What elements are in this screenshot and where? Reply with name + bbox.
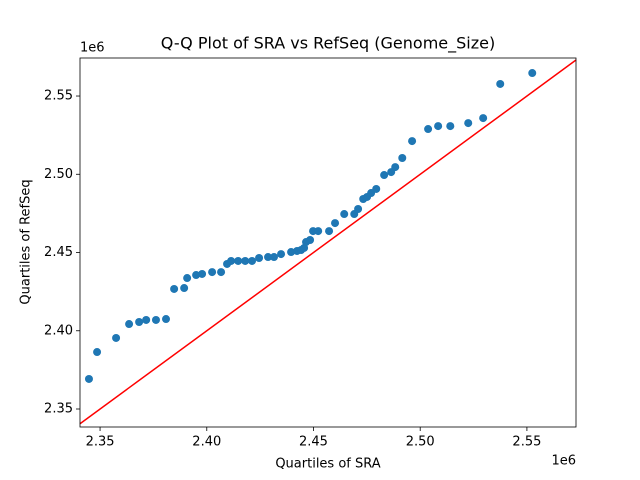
point: [162, 315, 171, 324]
y-offset-label: 1e6: [80, 41, 105, 56]
chart-title: Q-Q Plot of SRA vs RefSeq (Genome_Size): [161, 34, 495, 54]
point: [314, 227, 323, 236]
point: [464, 119, 473, 128]
point: [84, 374, 93, 383]
point: [270, 253, 279, 262]
point: [93, 348, 102, 357]
point: [264, 253, 273, 262]
point: [287, 248, 296, 257]
x-axis-label: Quartiles of SRA: [275, 457, 380, 472]
point: [255, 253, 264, 262]
point: [479, 114, 488, 123]
point: [408, 137, 417, 146]
point: [380, 171, 389, 180]
point: [234, 256, 243, 265]
point: [112, 333, 121, 342]
point: [398, 153, 407, 162]
point: [192, 271, 201, 280]
point: [306, 235, 315, 244]
point: [434, 122, 443, 131]
point: [217, 268, 226, 277]
reference-line: [79, 59, 577, 425]
x-tick-label: 2.50: [406, 435, 435, 450]
point: [183, 274, 192, 283]
point: [125, 320, 134, 329]
point: [248, 256, 257, 265]
y-axis-label: Quartiles of RefSeq: [19, 179, 34, 304]
point: [170, 284, 179, 293]
point: [277, 250, 286, 259]
point: [142, 315, 151, 324]
y-tick-label: 2.50: [44, 167, 73, 182]
y-tick-label: 2.35: [44, 402, 73, 417]
x-tick-label: 2.35: [86, 435, 115, 450]
point: [180, 284, 189, 293]
point: [424, 125, 433, 134]
y-tick-label: 2.45: [44, 245, 73, 260]
point: [241, 256, 250, 265]
point: [325, 227, 334, 236]
point: [340, 210, 349, 219]
plot-frame: [79, 57, 577, 428]
point: [528, 69, 537, 78]
x-tick-label: 2.55: [512, 435, 541, 450]
point: [372, 184, 381, 193]
x-offset-label: 1e6: [551, 454, 576, 469]
point: [446, 122, 455, 131]
x-tick-label: 2.40: [192, 435, 221, 450]
x-tick-label: 2.45: [299, 435, 328, 450]
point: [391, 163, 400, 172]
point: [331, 219, 340, 228]
y-tick-label: 2.40: [44, 323, 73, 338]
point: [151, 315, 160, 324]
point: [227, 256, 236, 265]
point: [135, 317, 144, 326]
point: [198, 269, 207, 278]
point: [496, 79, 505, 88]
point: [208, 268, 217, 277]
y-tick-label: 2.55: [44, 89, 73, 104]
point: [354, 205, 363, 214]
